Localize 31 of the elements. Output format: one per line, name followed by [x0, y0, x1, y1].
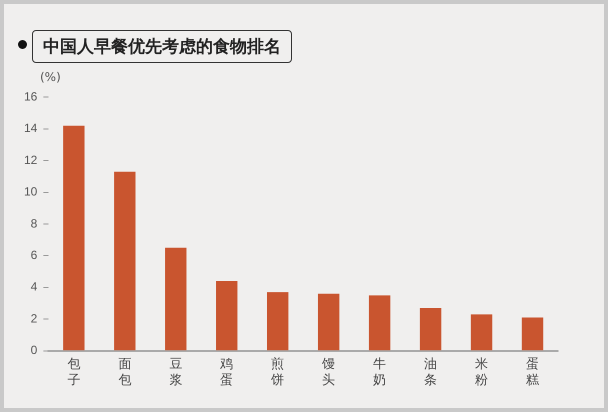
y-tick-label: 14 — [24, 121, 38, 136]
x-tick-label: 包子 — [67, 356, 80, 387]
x-tick-label: 米粉 — [475, 356, 488, 387]
bar — [216, 281, 238, 350]
y-tick-label: 16 — [24, 90, 38, 104]
y-tick-label: 0 — [30, 343, 38, 358]
bar — [63, 126, 85, 350]
bar — [470, 314, 492, 350]
chart-title: 中国人早餐优先考虑的食物排名 — [32, 30, 292, 63]
x-tick-label: 馒头 — [321, 356, 336, 387]
bar — [522, 318, 544, 350]
y-tick-label: 4 — [30, 280, 38, 294]
x-tick-label: 蛋糕 — [526, 356, 540, 387]
bar — [114, 172, 136, 350]
x-tick-label: 牛奶 — [373, 356, 386, 387]
y-tick-label: 8 — [30, 216, 38, 230]
y-axis-title: (%) — [40, 70, 61, 84]
bar — [368, 295, 390, 350]
x-tick-label: 面包 — [118, 356, 132, 387]
bar — [266, 292, 288, 350]
x-tick-label: 煎饼 — [270, 356, 284, 387]
y-tick-label: 2 — [30, 311, 38, 326]
x-tick-label: 豆浆 — [169, 356, 182, 387]
y-tick-label: 10 — [24, 184, 38, 199]
x-tick-label: 鸡蛋 — [219, 356, 234, 387]
x-tick-label: 油条 — [424, 356, 438, 387]
bar — [420, 308, 442, 350]
y-tick-label: 12 — [24, 152, 38, 167]
y-tick-label: 6 — [30, 248, 38, 262]
bar — [318, 294, 340, 350]
bar — [165, 248, 186, 350]
